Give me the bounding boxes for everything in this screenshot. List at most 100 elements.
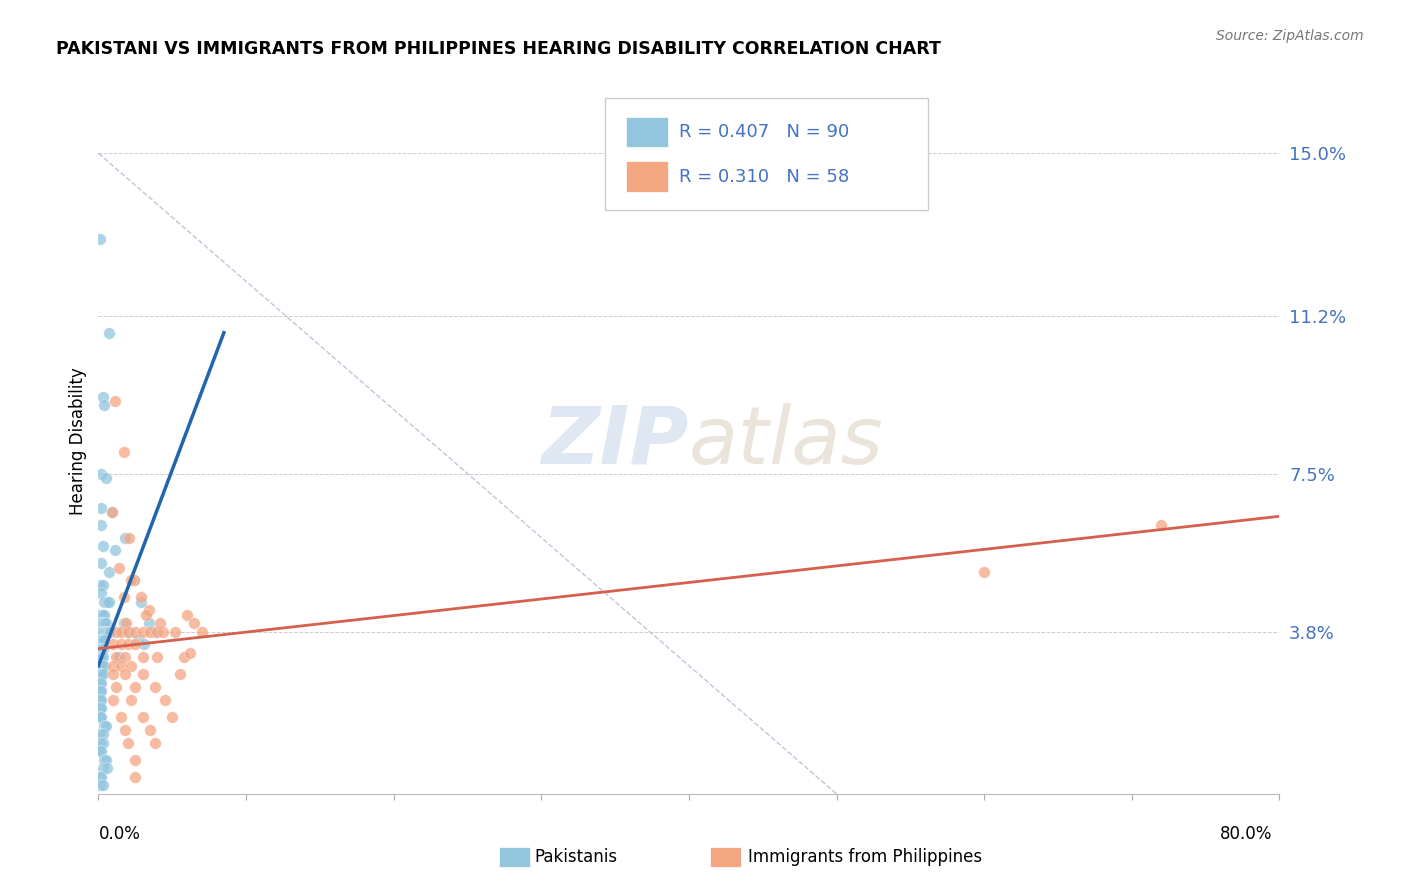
Point: [135, 607, 157, 622]
Point: [146, 650, 169, 665]
Point: [90, 586, 112, 600]
Point: [162, 710, 183, 724]
Point: [94, 753, 117, 767]
Point: [118, 624, 141, 639]
Point: [94, 471, 117, 485]
Point: [97, 565, 120, 579]
Point: [89, 770, 111, 784]
Point: [124, 624, 146, 639]
Point: [104, 394, 127, 409]
Point: [89, 778, 111, 792]
Point: [96, 761, 118, 775]
Text: atlas: atlas: [689, 402, 884, 481]
Point: [93, 753, 115, 767]
Point: [89, 658, 111, 673]
Point: [112, 445, 135, 459]
Point: [97, 624, 120, 639]
Point: [118, 531, 141, 545]
Point: [90, 770, 112, 784]
Point: [89, 667, 111, 681]
Point: [108, 560, 131, 574]
Point: [91, 624, 114, 639]
Point: [153, 693, 176, 707]
Point: [91, 650, 114, 665]
Point: [124, 680, 146, 694]
Point: [89, 615, 111, 630]
Point: [105, 650, 128, 665]
Point: [1150, 517, 1173, 532]
Point: [973, 565, 995, 579]
Point: [124, 637, 146, 651]
Point: [91, 658, 114, 673]
Point: [94, 718, 117, 732]
Point: [146, 624, 169, 639]
Point: [90, 667, 112, 681]
Point: [89, 744, 111, 758]
Point: [91, 607, 114, 622]
Point: [89, 710, 111, 724]
Point: [108, 650, 131, 665]
Point: [89, 607, 111, 622]
Point: [89, 633, 111, 648]
Point: [120, 693, 142, 707]
Point: [143, 736, 166, 750]
Point: [132, 624, 155, 639]
Point: [176, 607, 198, 622]
Point: [93, 718, 115, 732]
Point: [110, 637, 132, 651]
Point: [90, 701, 112, 715]
Point: [138, 603, 160, 617]
Point: [90, 744, 112, 758]
Point: [90, 517, 112, 532]
Point: [91, 727, 114, 741]
Point: [103, 667, 125, 681]
Point: [91, 577, 114, 591]
Point: [127, 633, 149, 648]
Point: [97, 326, 120, 340]
Point: [120, 658, 142, 673]
Point: [149, 615, 172, 630]
Point: [114, 667, 136, 681]
Point: [93, 595, 115, 609]
Point: [117, 736, 139, 750]
Point: [143, 680, 166, 694]
Point: [191, 624, 214, 639]
Point: [100, 505, 122, 519]
Point: [89, 650, 111, 665]
Y-axis label: Hearing Disability: Hearing Disability: [69, 368, 87, 516]
Point: [96, 624, 118, 639]
Point: [89, 736, 111, 750]
Point: [183, 615, 205, 630]
Point: [94, 615, 117, 630]
Point: [93, 615, 115, 630]
Point: [89, 641, 111, 656]
Point: [120, 574, 142, 588]
Point: [90, 556, 112, 570]
Point: [90, 607, 112, 622]
Point: [91, 539, 114, 553]
Point: [98, 624, 121, 639]
Point: [89, 624, 111, 639]
Point: [152, 624, 174, 639]
Point: [91, 667, 114, 681]
Point: [94, 624, 117, 639]
Point: [114, 531, 136, 545]
Point: [91, 390, 114, 404]
Point: [90, 641, 112, 656]
Point: [93, 658, 115, 673]
Point: [90, 624, 112, 639]
Point: [122, 574, 145, 588]
Point: [90, 633, 112, 648]
Point: [91, 633, 114, 648]
Point: [105, 624, 128, 639]
Point: [165, 624, 187, 639]
Point: [89, 701, 111, 715]
Point: [132, 650, 155, 665]
Point: [93, 607, 115, 622]
Point: [112, 591, 135, 605]
Point: [90, 500, 112, 515]
Point: [132, 710, 155, 724]
Text: Source: ZipAtlas.com: Source: ZipAtlas.com: [1216, 29, 1364, 43]
Point: [129, 591, 152, 605]
Point: [114, 650, 136, 665]
